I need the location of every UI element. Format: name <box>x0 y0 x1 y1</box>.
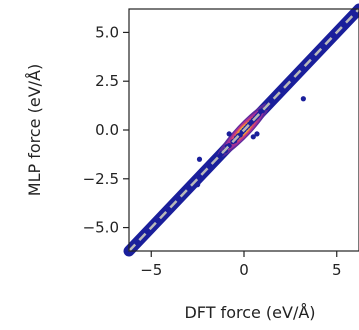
y-axis-ticks: 5.0 2.5 0.0 −2.5 −5.0 <box>83 23 129 237</box>
data-point <box>250 134 256 140</box>
data-point <box>321 43 327 49</box>
y-tick-label: 2.5 <box>95 72 119 90</box>
y-axis-label: MLP force (eV/Å) <box>25 64 44 196</box>
reference-line-layer <box>128 8 359 252</box>
data-point <box>195 182 201 188</box>
data-point <box>254 131 260 137</box>
data-point <box>226 131 232 137</box>
data-point <box>310 55 316 61</box>
x-tick-label: 0 <box>239 261 249 279</box>
x-axis-label: DFT force (eV/Å) <box>184 303 315 322</box>
y-tick-label: 0.0 <box>95 121 119 139</box>
x-tick-label: 5 <box>332 261 342 279</box>
x-axis-ticks: −5 0 5 <box>140 251 342 279</box>
y-tick-label: 5.0 <box>95 23 119 41</box>
data-point <box>269 98 275 104</box>
data-point <box>341 22 347 28</box>
y-tick-label: −2.5 <box>83 170 119 188</box>
data-point <box>196 156 203 162</box>
reference-line <box>128 8 359 252</box>
x-tick-label: −5 <box>140 261 162 279</box>
data-point <box>176 195 182 201</box>
y-tick-label: −5.0 <box>83 219 119 237</box>
data-point <box>300 96 306 102</box>
